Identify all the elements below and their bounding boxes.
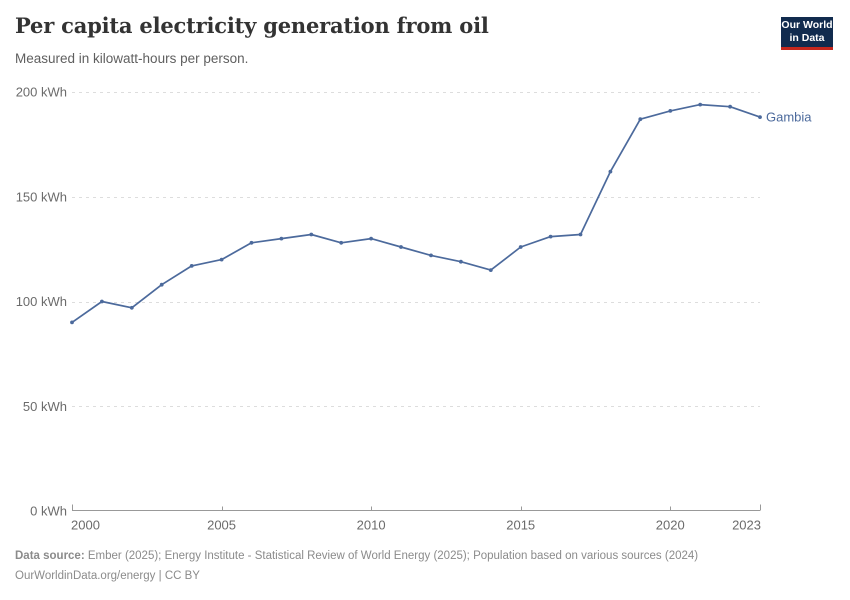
chart-title: Per capita electricity generation from o… <box>15 13 489 38</box>
y-axis-tick-label: 50 kWh <box>23 399 67 414</box>
y-axis-tick-label: 100 kWh <box>16 294 67 309</box>
series-line-gambia[interactable] <box>71 103 761 324</box>
data-point[interactable] <box>488 268 493 272</box>
chart-subtitle: Measured in kilowatt-hours per person. <box>15 51 249 66</box>
data-point[interactable] <box>399 245 403 249</box>
data-point[interactable] <box>129 305 134 310</box>
x-axis-tick-label: 2015 <box>506 518 535 533</box>
y-axis-tick-label: 200 kWh <box>16 85 67 100</box>
data-point[interactable] <box>608 169 613 174</box>
data-source-text: Ember (2025); Energy Institute - Statist… <box>87 550 699 562</box>
data-point[interactable] <box>728 104 732 109</box>
data-point[interactable] <box>758 115 762 119</box>
data-point[interactable] <box>100 299 104 304</box>
site-link[interactable]: OurWorldinData.org/energy <box>15 569 156 582</box>
data-point[interactable] <box>459 259 463 264</box>
x-axis-tick-label: 2005 <box>207 518 236 533</box>
data-point[interactable] <box>548 234 553 239</box>
data-point[interactable] <box>279 236 284 241</box>
data-point[interactable] <box>189 264 194 268</box>
x-axis-tick-label: 2000 <box>71 518 100 533</box>
owid-logo[interactable]: Our World in Data <box>781 17 833 50</box>
data-point[interactable] <box>429 253 433 258</box>
owid-logo-text-line1: Our World <box>781 19 833 31</box>
license-line: OurWorldinData.org/energy | CC BY <box>15 567 835 587</box>
data-point[interactable] <box>339 240 344 245</box>
owid-logo-text-line2: in Data <box>789 31 825 44</box>
data-source-line: Data source: Ember (2025); Energy Instit… <box>15 547 835 567</box>
data-point[interactable] <box>668 109 673 113</box>
data-point[interactable] <box>369 236 373 241</box>
data-source-label: Data source: <box>15 550 85 562</box>
data-point[interactable] <box>159 282 164 287</box>
data-point[interactable] <box>249 240 254 245</box>
data-point[interactable] <box>309 232 314 237</box>
chart-footer: Data source: Ember (2025); Energy Instit… <box>15 547 835 586</box>
license-separator: | <box>155 569 165 582</box>
series-label-gambia[interactable]: Gambia <box>766 110 812 125</box>
y-axis-tick-label: 0 kWh <box>30 504 67 519</box>
data-point[interactable] <box>219 257 224 262</box>
data-point[interactable] <box>578 232 583 237</box>
license-link[interactable]: CC BY <box>164 569 200 582</box>
x-axis-tick-label: 2023 <box>732 518 761 533</box>
x-axis-tick-label: 2020 <box>656 518 685 533</box>
data-point[interactable] <box>518 245 523 249</box>
data-point[interactable] <box>698 102 703 107</box>
data-point[interactable] <box>70 320 74 325</box>
x-axis-tick-label: 2010 <box>357 518 386 533</box>
owid-logo-red-bar <box>781 47 833 50</box>
data-point[interactable] <box>638 117 643 122</box>
y-axis-tick-label: 150 kWh <box>16 189 67 204</box>
